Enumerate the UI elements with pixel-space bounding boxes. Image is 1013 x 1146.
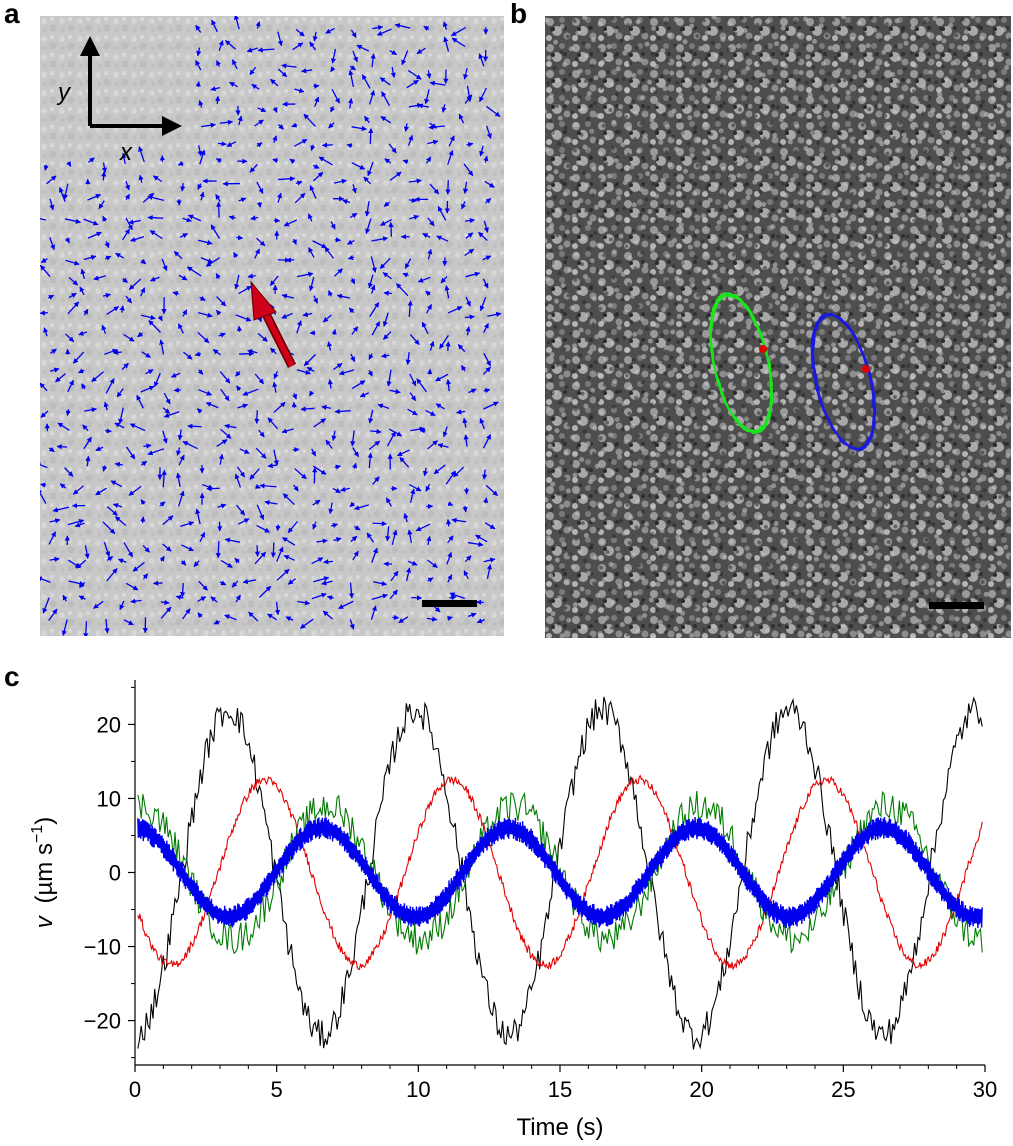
vector-field-panel: y x (40, 16, 504, 636)
velocity-vector (188, 426, 202, 427)
velocity-vector (219, 202, 220, 218)
velocity-vector (465, 506, 466, 512)
velocity-vector (143, 517, 144, 523)
velocity-vector (448, 519, 449, 526)
micrograph-svg (545, 16, 1011, 638)
velocity-chart: 0 5 10 15 20 25 30 −20 −10 0 10 20 Time (s) v (µm s… (0, 660, 1013, 1141)
velocity-vector (217, 96, 218, 104)
velocity-vector (286, 260, 294, 261)
vector-field-svg: y x (40, 16, 504, 636)
velocity-vector (174, 390, 181, 391)
velocity-vector (448, 342, 449, 351)
x-tick-label: 5 (271, 1077, 283, 1102)
velocity-vector (273, 542, 274, 557)
y-tick-label: 20 (97, 712, 121, 737)
velocity-vector (40, 313, 48, 314)
velocity-vector (154, 583, 163, 584)
velocity-vector (430, 369, 431, 374)
velocity-vector (294, 402, 295, 407)
x-tick-label: 0 (129, 1077, 141, 1102)
velocity-vector (239, 326, 240, 332)
velocity-vector (257, 410, 258, 423)
velocity-vector (384, 293, 392, 294)
green-particle-marker (759, 345, 767, 353)
velocity-vector (392, 617, 398, 618)
velocity-chart-svg: 0 5 10 15 20 25 30 −20 −10 0 10 20 Time (s) v (µm s… (0, 660, 1013, 1141)
velocity-vector (278, 524, 279, 530)
velocity-vector (45, 165, 46, 171)
y-tick-label: −10 (84, 935, 121, 960)
x-tick-label: 30 (973, 1077, 997, 1102)
y-tick-label: 0 (109, 861, 121, 886)
series-layer (138, 697, 982, 1050)
velocity-vector (105, 431, 111, 432)
x-tick-label: 25 (831, 1077, 855, 1102)
y-axis-title: v (µm s−1) (29, 817, 58, 928)
velocity-vector (218, 541, 219, 558)
velocity-vector (57, 446, 67, 447)
scale-bar (422, 600, 477, 607)
blue-particle-marker (862, 365, 870, 373)
velocity-vector (484, 469, 485, 479)
velocity-vector (218, 143, 226, 144)
velocity-vector (148, 217, 163, 218)
velocity-vector (373, 523, 387, 524)
y-tick-label: −20 (84, 1009, 121, 1034)
panel-label-b: b (510, 0, 527, 28)
velocity-vector (207, 488, 220, 489)
velocity-vector (198, 82, 199, 87)
scale-bar (929, 602, 984, 609)
velocity-vector (324, 561, 333, 562)
velocity-vector (314, 86, 319, 87)
series-line-blue (138, 817, 982, 928)
velocity-vector (114, 352, 122, 353)
y-tick-label: 10 (97, 786, 121, 811)
velocity-vector (391, 222, 392, 236)
panel-label-a: a (4, 0, 20, 28)
x-axis-title: Time (s) (516, 1114, 603, 1141)
velocity-vector (370, 128, 371, 143)
x-tick-label: 20 (689, 1077, 713, 1102)
velocity-vector (103, 172, 104, 181)
micrograph-panel (545, 16, 1011, 638)
velocity-vector (257, 545, 258, 556)
axes-layer: 0 5 10 15 20 25 30 −20 −10 0 10 20 (84, 680, 998, 1102)
velocity-vector (259, 202, 260, 207)
x-tick-label: 15 (548, 1077, 572, 1102)
velocity-vector (86, 621, 87, 636)
velocity-vector (335, 240, 341, 241)
velocity-vector (236, 237, 242, 238)
velocity-vector (322, 145, 332, 146)
x-tick-label: 10 (406, 1077, 430, 1102)
y-axis-label: y (56, 79, 72, 106)
x-axis-label: x (119, 139, 133, 166)
